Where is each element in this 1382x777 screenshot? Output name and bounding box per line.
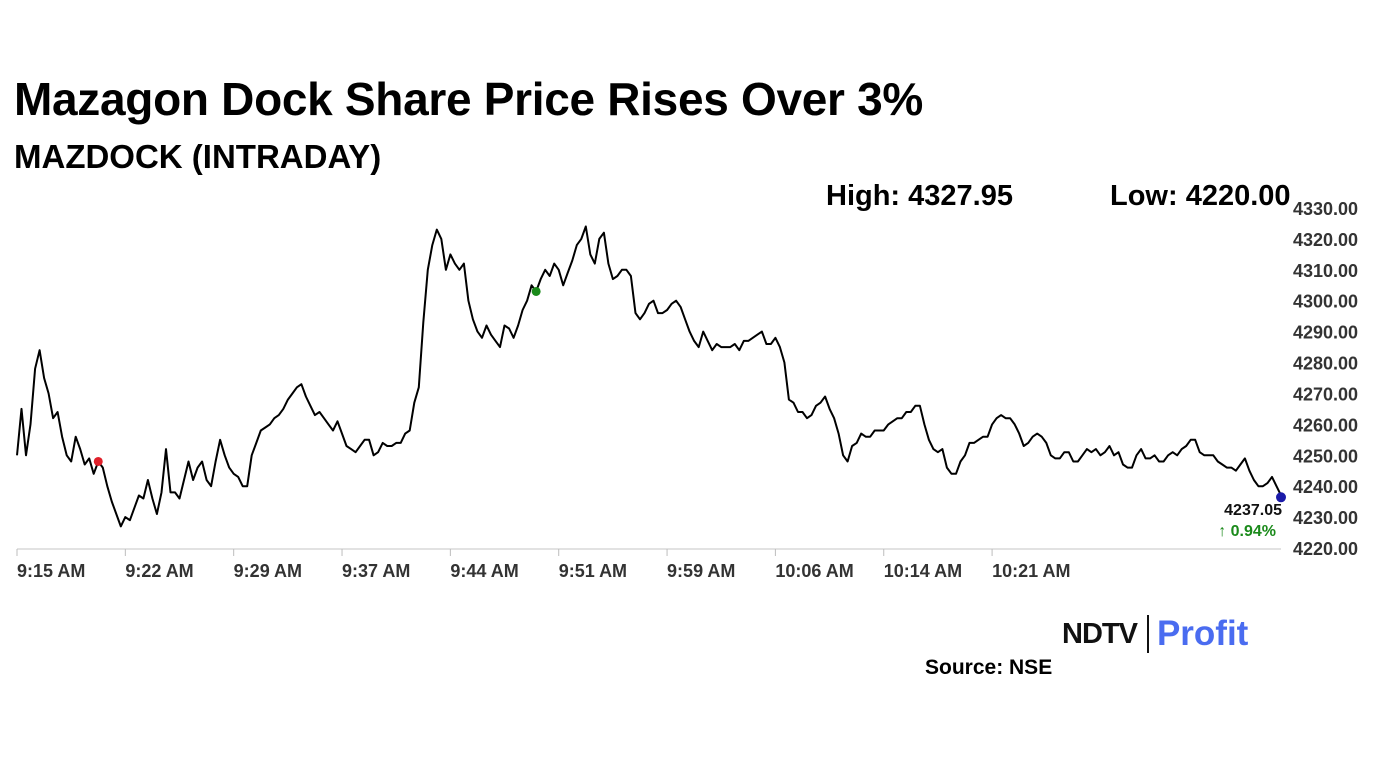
y-tick-label: 4230.00 <box>1293 508 1358 528</box>
y-tick-label: 4240.00 <box>1293 477 1358 497</box>
x-tick-label: 9:37 AM <box>342 561 410 581</box>
y-tick-label: 4300.00 <box>1293 292 1358 312</box>
ndtv-logo-text: NDTV <box>1062 617 1138 650</box>
last-price-marker <box>1276 492 1286 503</box>
y-tick-label: 4330.00 <box>1293 199 1358 219</box>
x-tick-label: 10:06 AM <box>775 561 853 581</box>
x-tick-label: 10:14 AM <box>884 561 962 581</box>
low-value: Low: 4220.00 <box>1110 180 1291 212</box>
x-tick-label: 9:59 AM <box>667 561 735 581</box>
ndtv-profit-logo: NDTV Profit <box>1062 612 1248 656</box>
chart-title: Mazagon Dock Share Price Rises Over 3% <box>14 73 924 125</box>
y-tick-label: 4310.00 <box>1293 261 1358 281</box>
x-tick-label: 9:29 AM <box>234 561 302 581</box>
y-tick-label: 4290.00 <box>1293 323 1358 343</box>
x-tick-label: 9:15 AM <box>17 561 85 581</box>
chart-subtitle: MAZDOCK (INTRADAY) <box>14 138 382 175</box>
x-tick-label: 10:21 AM <box>992 561 1070 581</box>
y-tick-label: 4260.00 <box>1293 415 1358 435</box>
y-tick-label: 4270.00 <box>1293 384 1358 404</box>
logo-divider <box>1146 615 1149 653</box>
change-percent-label: ↑ 0.94% <box>1218 523 1276 540</box>
x-tick-label: 9:22 AM <box>125 561 193 581</box>
last-price-label: 4237.05 <box>1224 502 1282 519</box>
source-note: Source: NSE <box>925 656 1053 679</box>
low-point-marker <box>93 456 103 466</box>
price-series-line <box>16 225 1282 528</box>
high-point-marker <box>531 286 541 296</box>
y-tick-label: 4250.00 <box>1293 446 1358 466</box>
x-tick-label: 9:44 AM <box>450 561 518 581</box>
y-tick-label: 4320.00 <box>1293 230 1358 250</box>
profit-logo-text: Profit <box>1156 614 1249 653</box>
y-tick-label: 4280.00 <box>1293 354 1358 374</box>
high-value: High: 4327.95 <box>826 180 1013 212</box>
x-tick-label: 9:51 AM <box>559 561 627 581</box>
y-tick-label: 4220.00 <box>1293 539 1358 559</box>
